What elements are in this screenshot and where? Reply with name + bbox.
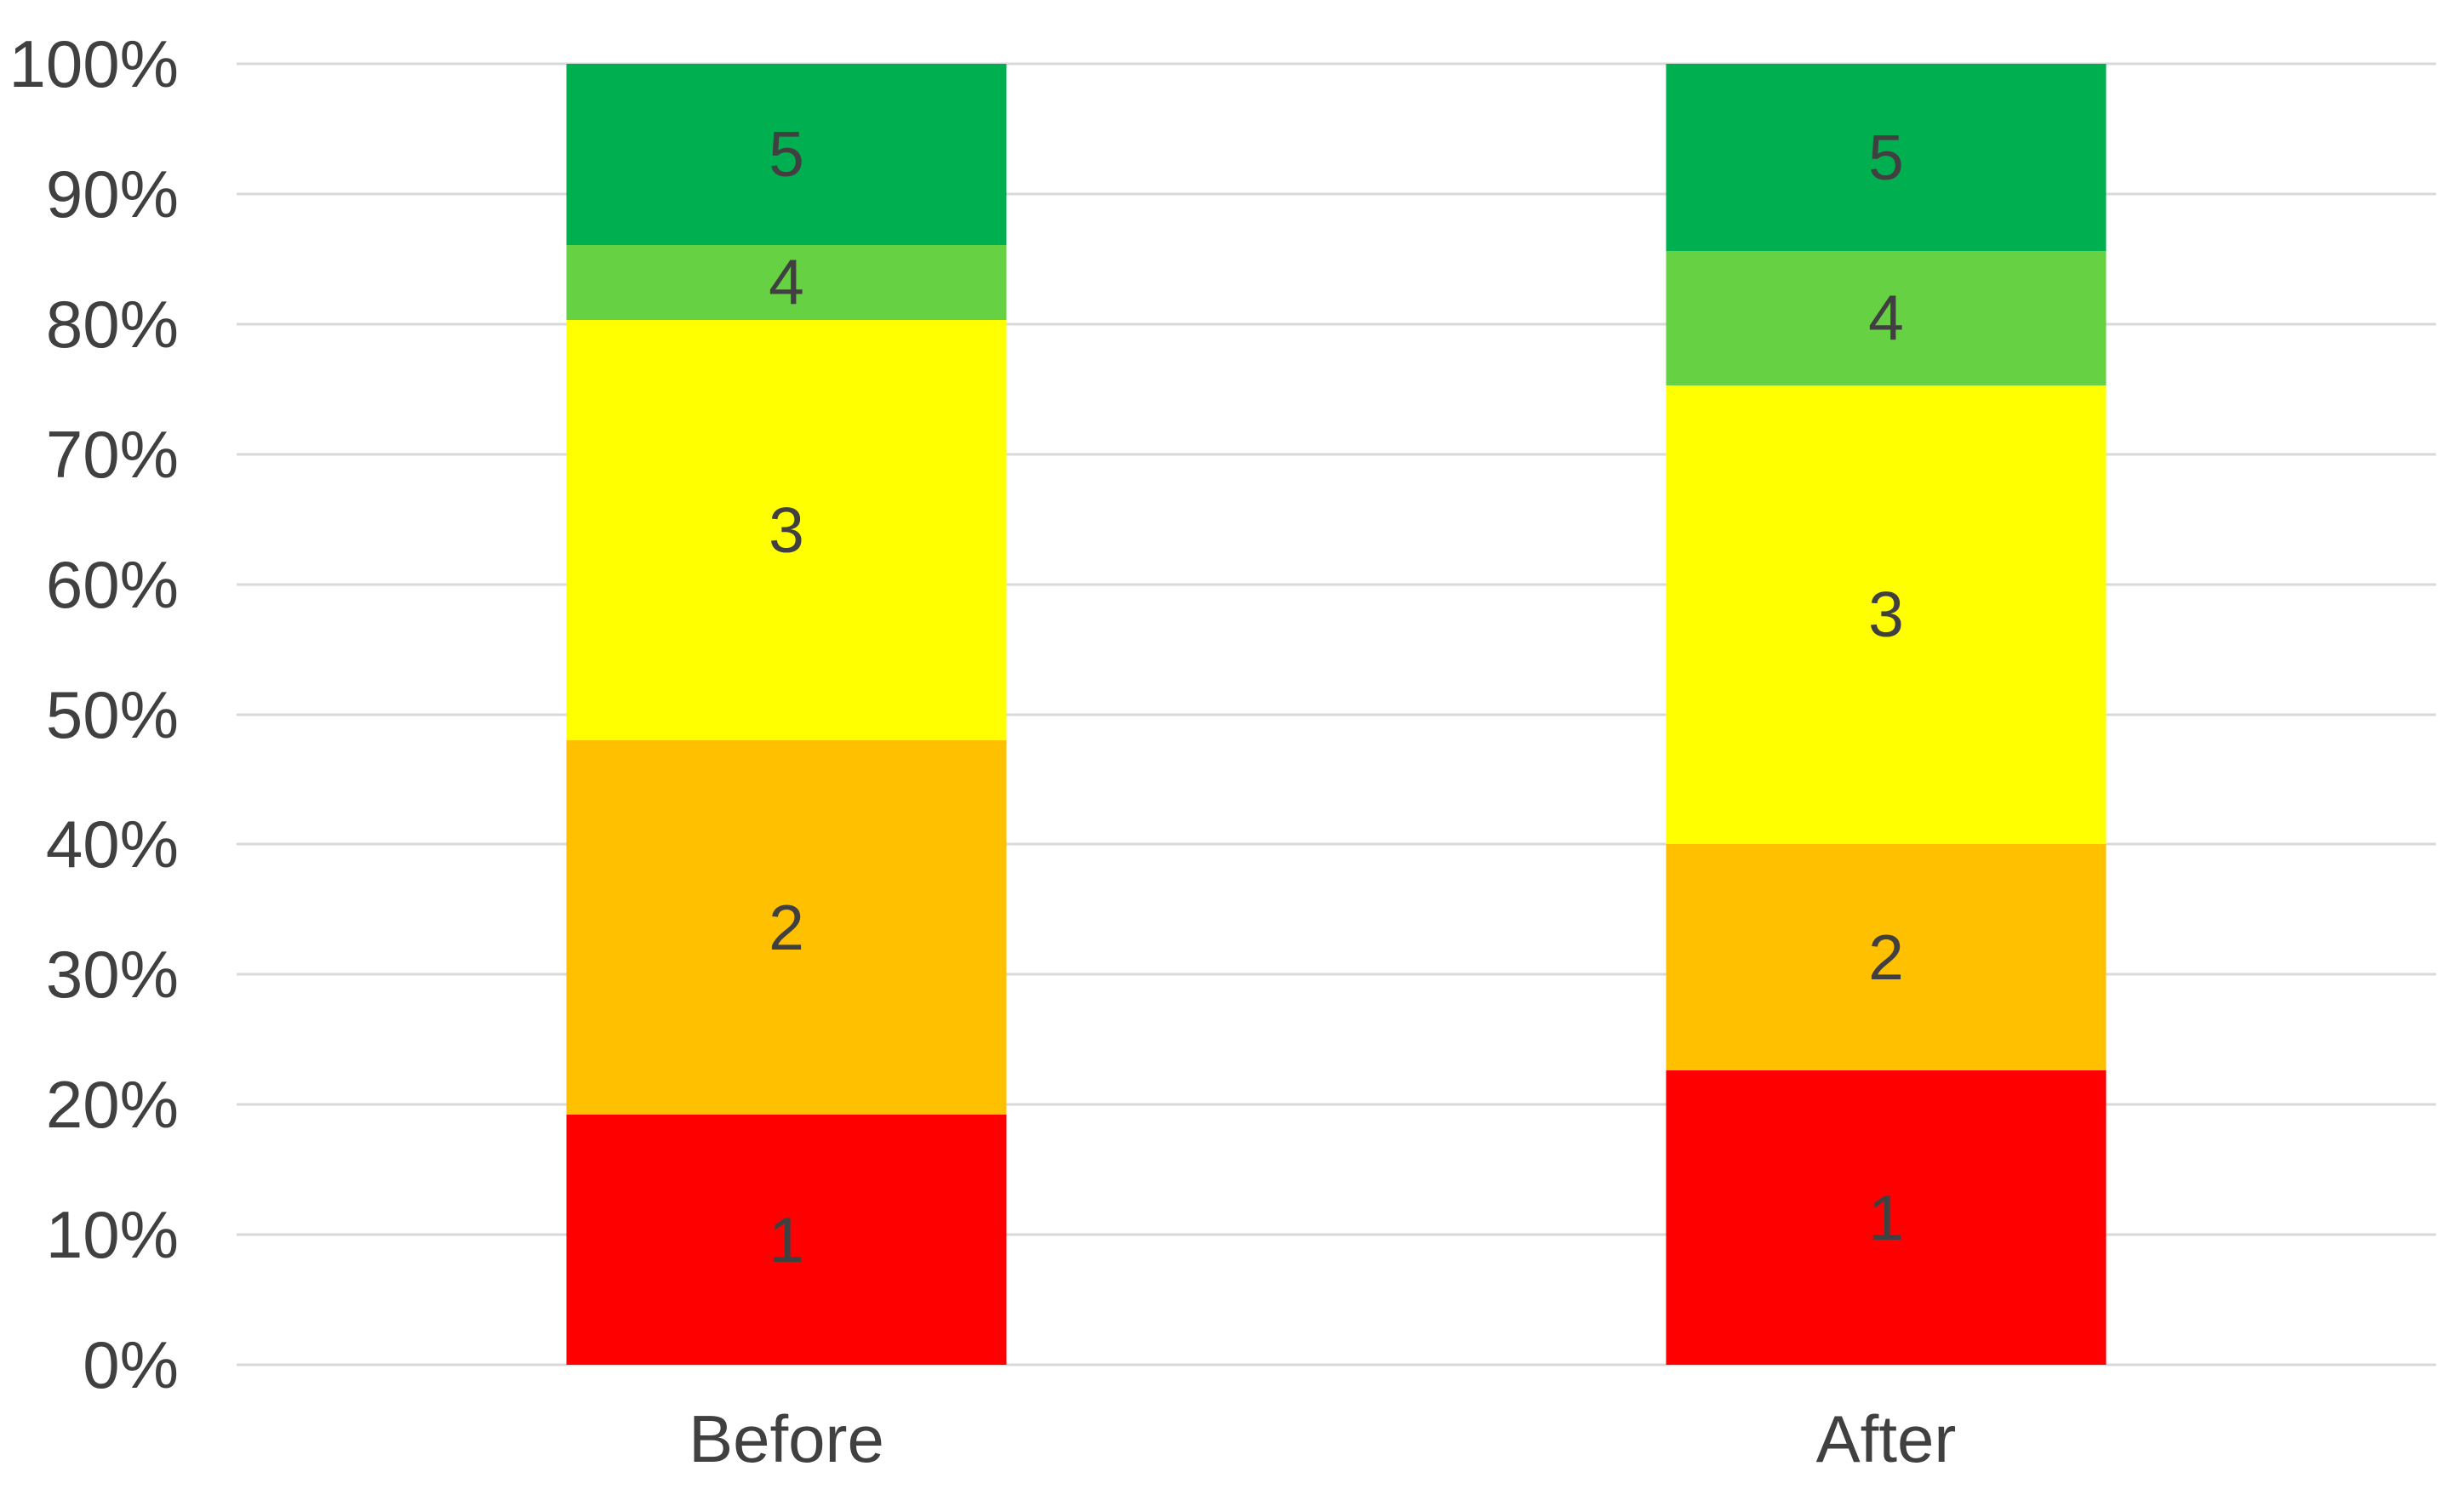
y-axis: 0% 10% 20% 30% 40% 50% 60% 70% 80% 90% 100% [0, 31, 180, 1398]
bar-segment-3-before: 3 [566, 320, 1007, 741]
x-axis-label-before: Before [689, 1401, 884, 1476]
segment-data-label: 3 [1868, 579, 1904, 651]
y-axis-tick-label: 50% [45, 676, 179, 752]
segment-data-label: 2 [1868, 921, 1904, 993]
gridline [237, 842, 2436, 846]
gridline [237, 713, 2436, 716]
segment-data-label: 1 [769, 1203, 804, 1275]
gridline [237, 1363, 2436, 1366]
bar-after: 5 4 3 2 1 [1666, 64, 2107, 1365]
y-axis-tick-label: 90% [45, 156, 179, 231]
segment-data-label: 4 [1868, 282, 1904, 354]
segment-data-label: 5 [769, 117, 804, 190]
bar-segment-3-after: 3 [1666, 385, 2107, 845]
gridline [237, 973, 2436, 976]
bar-before: 5 4 3 2 1 [566, 64, 1007, 1365]
segment-data-label: 4 [769, 246, 804, 318]
x-axis-label-after: After [1815, 1401, 1957, 1476]
y-axis-tick-label: 0% [83, 1327, 179, 1402]
segment-data-label: 1 [1868, 1181, 1904, 1253]
y-axis-tick-label: 10% [45, 1197, 179, 1273]
y-axis-tick-label: 60% [45, 546, 179, 622]
segment-data-label: 5 [1868, 121, 1904, 193]
bar-segment-2-after: 2 [1666, 844, 2107, 1071]
gridline [237, 583, 2436, 586]
gridline [237, 62, 2436, 66]
bar-segment-4-before: 4 [566, 244, 1007, 321]
x-axis: Before After [237, 1365, 2436, 1489]
bar-segment-5-after: 5 [1666, 64, 2107, 252]
bar-segment-2-before: 2 [566, 740, 1007, 1115]
bar-segment-4-after: 4 [1666, 251, 2107, 385]
plot-area: 5 4 3 2 1 5 4 3 2 1 [237, 62, 2436, 1366]
y-axis-tick-label: 100% [9, 26, 180, 101]
segment-data-label: 3 [769, 493, 804, 566]
y-axis-tick-label: 20% [45, 1067, 179, 1143]
gridline [237, 192, 2436, 196]
gridline [237, 1233, 2436, 1236]
gridline [237, 322, 2436, 326]
gridline [237, 1103, 2436, 1106]
gridline [237, 453, 2436, 456]
segment-data-label: 2 [769, 891, 804, 963]
y-axis-tick-label: 80% [45, 286, 179, 362]
bar-segment-5-before: 5 [566, 64, 1007, 245]
bar-segment-1-after: 1 [1666, 1070, 2107, 1365]
y-axis-tick-label: 30% [45, 937, 179, 1013]
bar-segment-1-before: 1 [566, 1115, 1007, 1365]
y-axis-tick-label: 40% [45, 807, 179, 882]
y-axis-tick-label: 70% [45, 416, 179, 492]
